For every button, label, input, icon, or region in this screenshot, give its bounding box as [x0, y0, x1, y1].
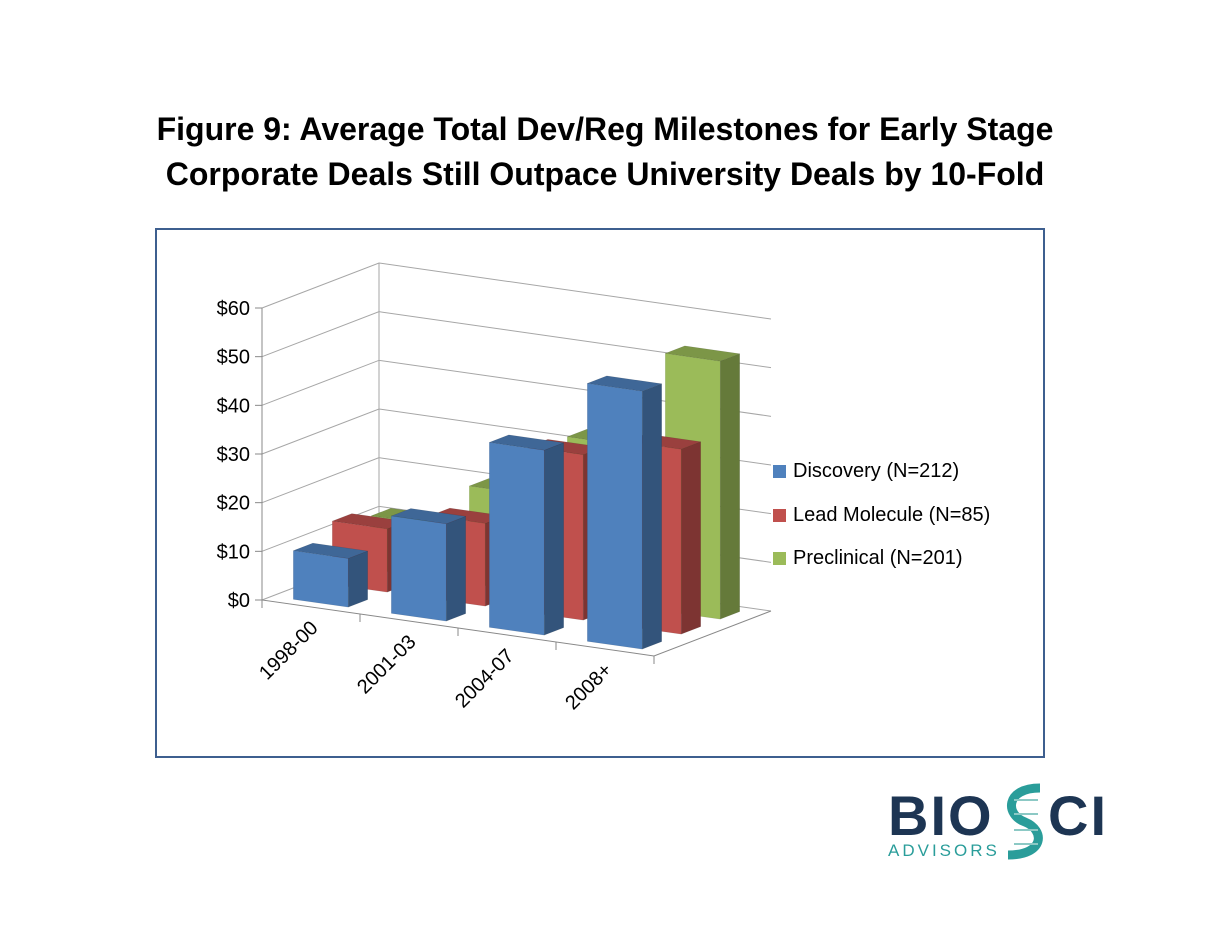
x-tick-label: 1998-00 [255, 617, 322, 684]
x-tick-label: 2004-07 [451, 645, 518, 712]
y-tick-label: $20 [217, 493, 250, 515]
x-tick-label: 2008+ [561, 659, 616, 714]
y-tick-label: $0 [228, 590, 250, 612]
svg-text:CI: CI [1048, 784, 1108, 847]
chart-frame [155, 228, 1045, 758]
legend-item: Preclinical (N=201) [773, 537, 990, 581]
bar-0-3 [587, 383, 643, 650]
biosci-logo: BIO CI ADVISORS [888, 783, 1108, 860]
svg-text:BIO: BIO [888, 784, 994, 847]
chart-title-line2: Corporate Deals Still Outpace University… [165, 156, 1045, 192]
bar-top [586, 375, 663, 392]
legend-swatch [773, 508, 786, 522]
legend: Discovery (N=212) Lead Molecule (N=85) Pre… [773, 450, 990, 581]
y-tick-label: $30 [217, 444, 250, 466]
svg-text:ADVISORS: ADVISORS [888, 841, 1000, 860]
legend-label: Lead Molecule (N=85) [793, 503, 991, 526]
bar-top [488, 434, 565, 451]
bar-0-1 [391, 515, 447, 622]
bar-side [680, 441, 701, 635]
y-tick-label: $40 [217, 395, 250, 417]
y-tick-label: $10 [217, 541, 250, 563]
bar-side [641, 383, 662, 650]
legend-item: Discovery (N=212) [773, 450, 990, 494]
chart-title-line1: Figure 9: Average Total Dev/Reg Mileston… [156, 111, 1054, 147]
gridline [261, 262, 772, 320]
legend-label: Preclinical (N=201) [793, 547, 963, 570]
legend-swatch [773, 465, 786, 479]
y-tick-label: $60 [217, 298, 250, 320]
bar-side [347, 550, 368, 608]
bar-0-0 [293, 550, 349, 608]
legend-item: Lead Molecule (N=85) [773, 494, 990, 538]
bar-side [543, 442, 564, 636]
legend-swatch [773, 552, 786, 566]
x-tick-label: 2001-03 [353, 631, 420, 698]
bar-0-2 [489, 442, 545, 636]
y-tick-label: $50 [217, 347, 250, 369]
bar-side [445, 515, 466, 622]
bar-side [719, 353, 740, 620]
legend-label: Discovery (N=212) [793, 460, 960, 483]
bar-top [664, 345, 741, 362]
